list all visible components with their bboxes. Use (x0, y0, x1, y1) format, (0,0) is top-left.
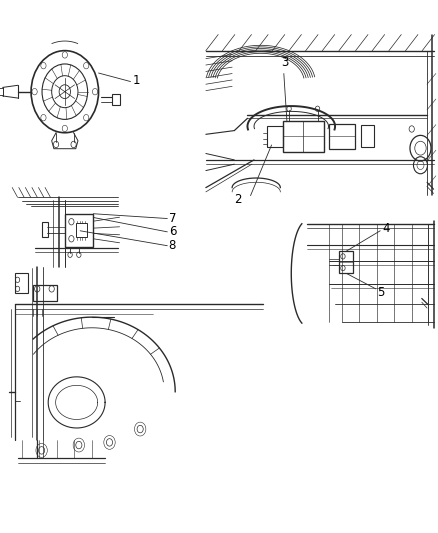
Text: 8: 8 (169, 239, 176, 252)
Text: 2: 2 (234, 193, 242, 206)
Bar (267, 126, 283, 147)
Bar (328, 124, 355, 149)
Bar (76, 223, 87, 237)
Bar (65, 214, 93, 247)
Text: 5: 5 (378, 286, 385, 298)
Text: 1: 1 (132, 74, 140, 87)
Bar (15, 273, 28, 293)
Bar (283, 121, 324, 152)
Bar (42, 222, 48, 237)
Bar (112, 94, 120, 105)
Text: 6: 6 (169, 225, 176, 238)
Text: 4: 4 (382, 222, 389, 235)
Bar (33, 285, 57, 301)
Bar (339, 251, 353, 273)
Bar (361, 125, 374, 147)
Text: 3: 3 (281, 56, 288, 69)
Text: 7: 7 (169, 212, 176, 225)
